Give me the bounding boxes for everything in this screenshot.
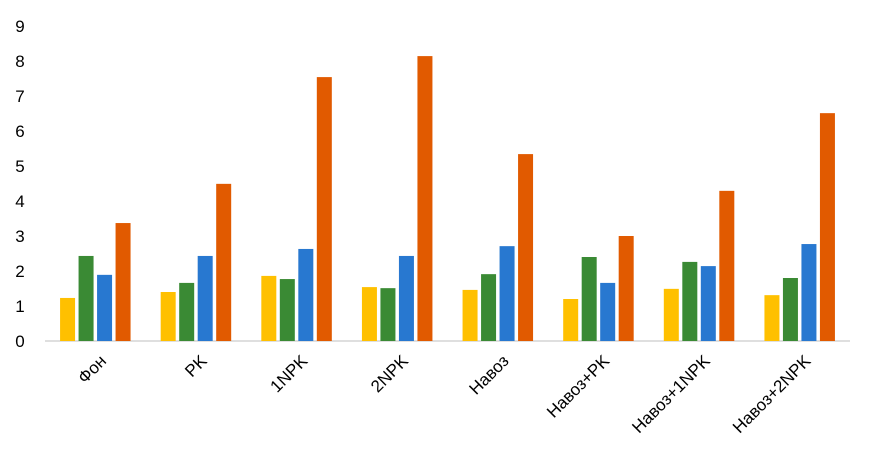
x-tick-label: PK (181, 351, 211, 381)
bar (719, 190, 735, 341)
bar (682, 261, 698, 341)
bar (115, 223, 131, 341)
y-tick-label: 8 (15, 52, 24, 71)
bar (663, 288, 679, 341)
y-tick-label: 7 (15, 87, 24, 106)
y-tick-label: 2 (15, 262, 24, 281)
bar (179, 282, 195, 341)
bar (298, 248, 314, 341)
bar (499, 246, 515, 341)
bar (398, 255, 414, 341)
bar (60, 297, 76, 341)
bar (197, 255, 213, 341)
bar (700, 266, 716, 341)
y-tick-label: 6 (15, 122, 24, 141)
x-tick-label: 1NPK (267, 351, 312, 396)
y-tick-label: 0 (15, 332, 24, 351)
bar (97, 274, 113, 341)
bar (600, 282, 616, 341)
bar (78, 255, 94, 341)
y-tick-label: 5 (15, 157, 24, 176)
bar (782, 278, 798, 341)
x-tick-label: Фон (74, 351, 110, 387)
x-tick-label: Навоз+2NPK (729, 351, 815, 437)
x-tick-label: Навоз (466, 351, 513, 398)
bar (261, 275, 277, 341)
y-tick-label: 4 (15, 192, 24, 211)
x-tick-label: Навоз+1NPK (628, 351, 714, 437)
bar (279, 279, 295, 341)
x-tick-label: Навоз+PK (543, 351, 614, 422)
bar (160, 292, 176, 341)
y-tick-label: 3 (15, 227, 24, 246)
bar (819, 113, 835, 342)
bar (581, 257, 597, 341)
bar (563, 299, 579, 341)
bar (361, 287, 377, 341)
bar (481, 274, 497, 341)
y-tick-label: 1 (15, 297, 24, 316)
bar (801, 244, 817, 341)
bar (618, 236, 634, 341)
x-tick-label: 2NPK (367, 351, 412, 396)
bar (316, 77, 332, 341)
y-tick-label: 9 (15, 17, 24, 36)
bar (380, 288, 396, 341)
bar (216, 183, 232, 341)
bar (518, 154, 534, 341)
bar (764, 295, 780, 341)
bar (417, 56, 433, 341)
bar (462, 289, 478, 341)
